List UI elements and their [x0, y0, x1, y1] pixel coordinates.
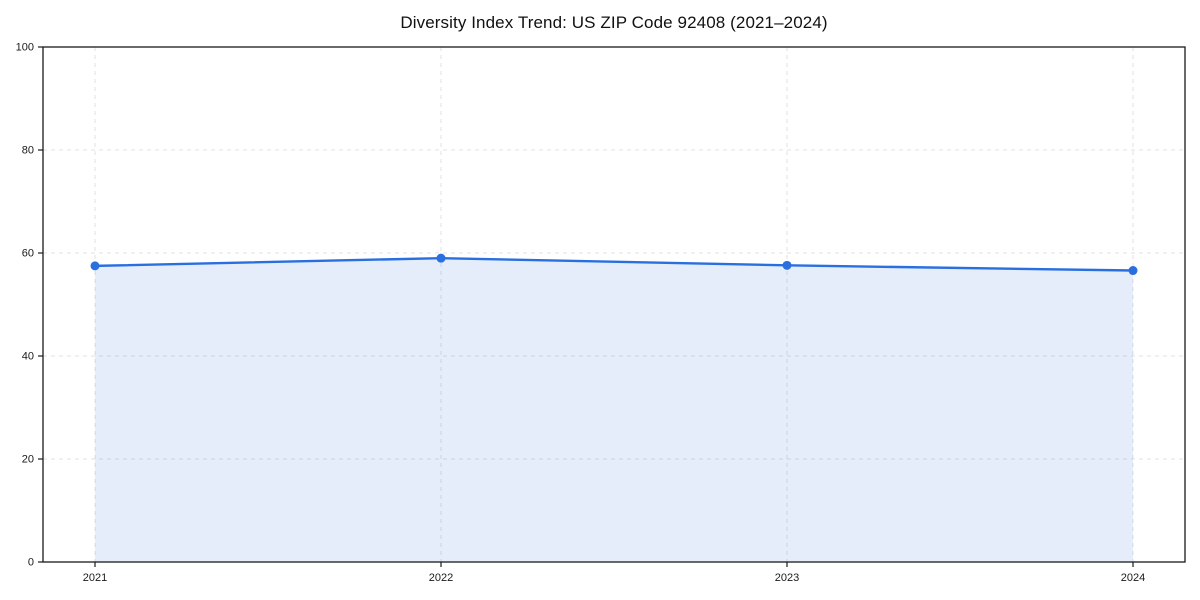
area-fill: [95, 258, 1133, 562]
y-tick-label: 60: [22, 248, 34, 260]
y-tick-label: 20: [22, 454, 34, 466]
plot-frame: [42, 46, 1186, 563]
x-tick-label: 2023: [775, 572, 799, 584]
chart-title: Diversity Index Trend: US ZIP Code 92408…: [400, 13, 828, 32]
x-tick-label: 2021: [83, 572, 107, 584]
data-point: [90, 261, 100, 271]
x-tick-label: 2024: [1121, 572, 1145, 584]
data-point: [1128, 266, 1138, 276]
x-tick-label: 2022: [429, 572, 453, 584]
data-point: [436, 253, 446, 263]
trend-line: [93, 256, 1135, 272]
y-tick-label: 40: [22, 351, 34, 363]
y-tick-label: 80: [22, 145, 34, 157]
y-tick-label: 100: [16, 42, 34, 54]
y-tick-label: 0: [28, 557, 34, 569]
data-point: [782, 260, 792, 270]
